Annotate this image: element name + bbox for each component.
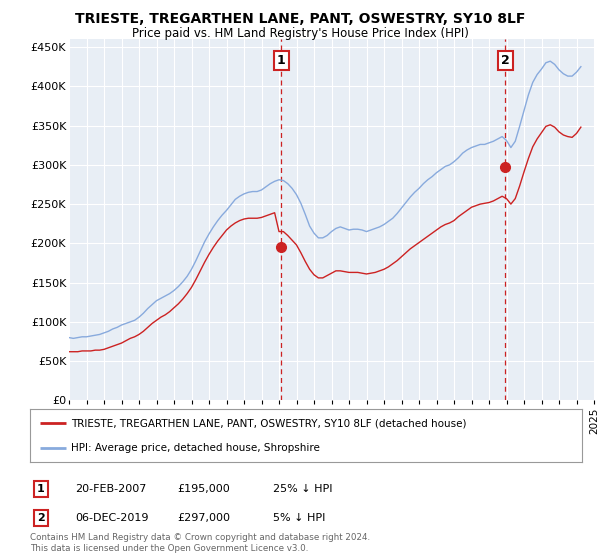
Text: 2: 2 (37, 513, 44, 523)
Text: 1: 1 (37, 484, 44, 494)
Text: 1: 1 (277, 54, 286, 67)
Text: HPI: Average price, detached house, Shropshire: HPI: Average price, detached house, Shro… (71, 442, 320, 452)
Text: £195,000: £195,000 (177, 484, 230, 494)
Text: £297,000: £297,000 (177, 513, 230, 523)
Text: 25% ↓ HPI: 25% ↓ HPI (273, 484, 332, 494)
Text: 06-DEC-2019: 06-DEC-2019 (75, 513, 149, 523)
Text: 20-FEB-2007: 20-FEB-2007 (75, 484, 146, 494)
Text: Contains HM Land Registry data © Crown copyright and database right 2024.
This d: Contains HM Land Registry data © Crown c… (30, 533, 370, 553)
Text: TRIESTE, TREGARTHEN LANE, PANT, OSWESTRY, SY10 8LF (detached house): TRIESTE, TREGARTHEN LANE, PANT, OSWESTRY… (71, 418, 467, 428)
Text: 2: 2 (501, 54, 509, 67)
Text: 5% ↓ HPI: 5% ↓ HPI (273, 513, 325, 523)
Text: TRIESTE, TREGARTHEN LANE, PANT, OSWESTRY, SY10 8LF: TRIESTE, TREGARTHEN LANE, PANT, OSWESTRY… (75, 12, 525, 26)
Text: Price paid vs. HM Land Registry's House Price Index (HPI): Price paid vs. HM Land Registry's House … (131, 27, 469, 40)
